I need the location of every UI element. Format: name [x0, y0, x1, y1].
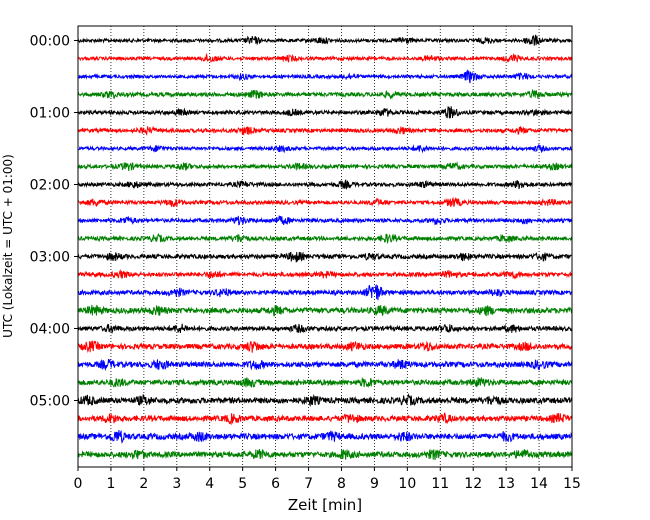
trace-0300	[77, 251, 573, 263]
trace-0215	[77, 196, 573, 208]
trace-0415	[77, 340, 573, 354]
x-tick-label: 3	[172, 476, 181, 492]
x-axis-label: Zeit [min]	[288, 496, 362, 514]
x-tick-label: 2	[139, 476, 148, 492]
y-tick-label: 01:00	[30, 106, 70, 122]
trace-0515	[77, 412, 573, 426]
y-tick-label: 00:00	[30, 34, 70, 50]
trace-0400	[77, 323, 573, 335]
x-tick-label: 9	[370, 476, 379, 492]
trace-0115	[77, 125, 573, 136]
trace-0245	[77, 232, 573, 245]
plot-frame	[77, 25, 573, 468]
trace-series	[77, 34, 573, 461]
x-tick-label: 14	[530, 476, 548, 492]
x-tick-label: 4	[205, 476, 214, 492]
trace-0530	[77, 429, 573, 444]
trace-0045	[77, 88, 573, 100]
x-tick-label: 11	[431, 476, 449, 492]
trace-0500	[77, 393, 573, 408]
trace-0430	[77, 358, 573, 372]
x-tick-label: 0	[74, 476, 83, 492]
x-tick-label: 8	[337, 476, 346, 492]
y-axis-label: UTC (Lokalzeit = UTC + 01:00)	[1, 154, 15, 338]
y-tick-label: 04:00	[30, 322, 70, 338]
trace-0345	[77, 304, 573, 317]
x-tick-label: 5	[238, 476, 247, 492]
trace-0445	[77, 376, 573, 388]
x-axis: 0 1 2 3 4 5 6 7 8 9 10 11 12 13 14 15	[74, 467, 581, 492]
trace-0030	[77, 69, 573, 84]
trace-0230	[77, 215, 573, 226]
trace-0130	[77, 143, 573, 154]
trace-0545	[77, 448, 573, 461]
trace-0315	[77, 268, 573, 280]
trace-0200	[77, 178, 573, 190]
x-tick-label: 6	[271, 476, 280, 492]
y-tick-label: 05:00	[30, 394, 70, 410]
x-tick-label: 7	[304, 476, 313, 492]
y-tick-label: 03:00	[30, 250, 70, 266]
x-tick-label: 10	[398, 476, 416, 492]
trace-0015	[77, 52, 573, 63]
trace-0000	[77, 34, 573, 46]
x-tick-label: 1	[106, 476, 115, 492]
x-tick-label: 15	[563, 476, 581, 492]
x-tick-label: 12	[464, 476, 482, 492]
trace-0330	[77, 283, 573, 301]
trace-0145	[77, 161, 573, 172]
y-axis: 00:00 01:00 02:00 03:00 04:00 05:00	[30, 34, 78, 410]
y-tick-label: 02:00	[30, 178, 70, 194]
x-tick-label: 13	[497, 476, 515, 492]
trace-0100	[77, 106, 573, 119]
